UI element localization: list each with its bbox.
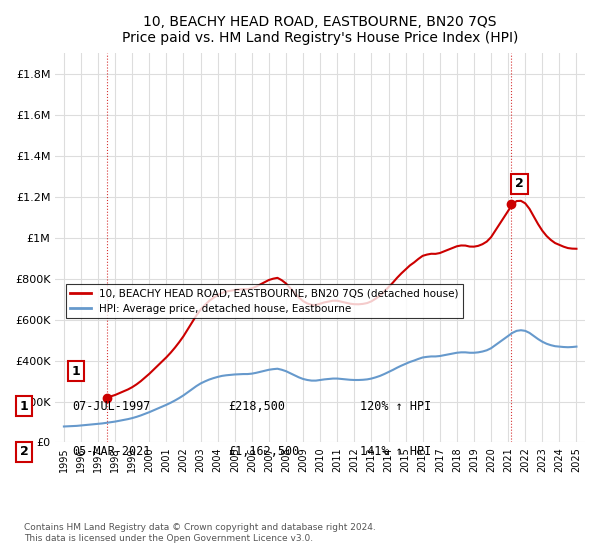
Text: 2: 2 (20, 445, 28, 459)
Text: 1: 1 (71, 365, 80, 377)
Text: 120% ↑ HPI: 120% ↑ HPI (360, 399, 431, 413)
Text: 1: 1 (20, 399, 28, 413)
Title: 10, BEACHY HEAD ROAD, EASTBOURNE, BN20 7QS
Price paid vs. HM Land Registry's Hou: 10, BEACHY HEAD ROAD, EASTBOURNE, BN20 7… (122, 15, 518, 45)
Text: 141% ↑ HPI: 141% ↑ HPI (360, 445, 431, 459)
Text: £218,500: £218,500 (228, 399, 285, 413)
Legend: 10, BEACHY HEAD ROAD, EASTBOURNE, BN20 7QS (detached house), HPI: Average price,: 10, BEACHY HEAD ROAD, EASTBOURNE, BN20 7… (66, 284, 463, 318)
Text: £1,162,500: £1,162,500 (228, 445, 299, 459)
Text: 2: 2 (515, 178, 524, 190)
Text: 05-MAR-2021: 05-MAR-2021 (72, 445, 151, 459)
Text: 07-JUL-1997: 07-JUL-1997 (72, 399, 151, 413)
Text: Contains HM Land Registry data © Crown copyright and database right 2024.
This d: Contains HM Land Registry data © Crown c… (24, 524, 376, 543)
